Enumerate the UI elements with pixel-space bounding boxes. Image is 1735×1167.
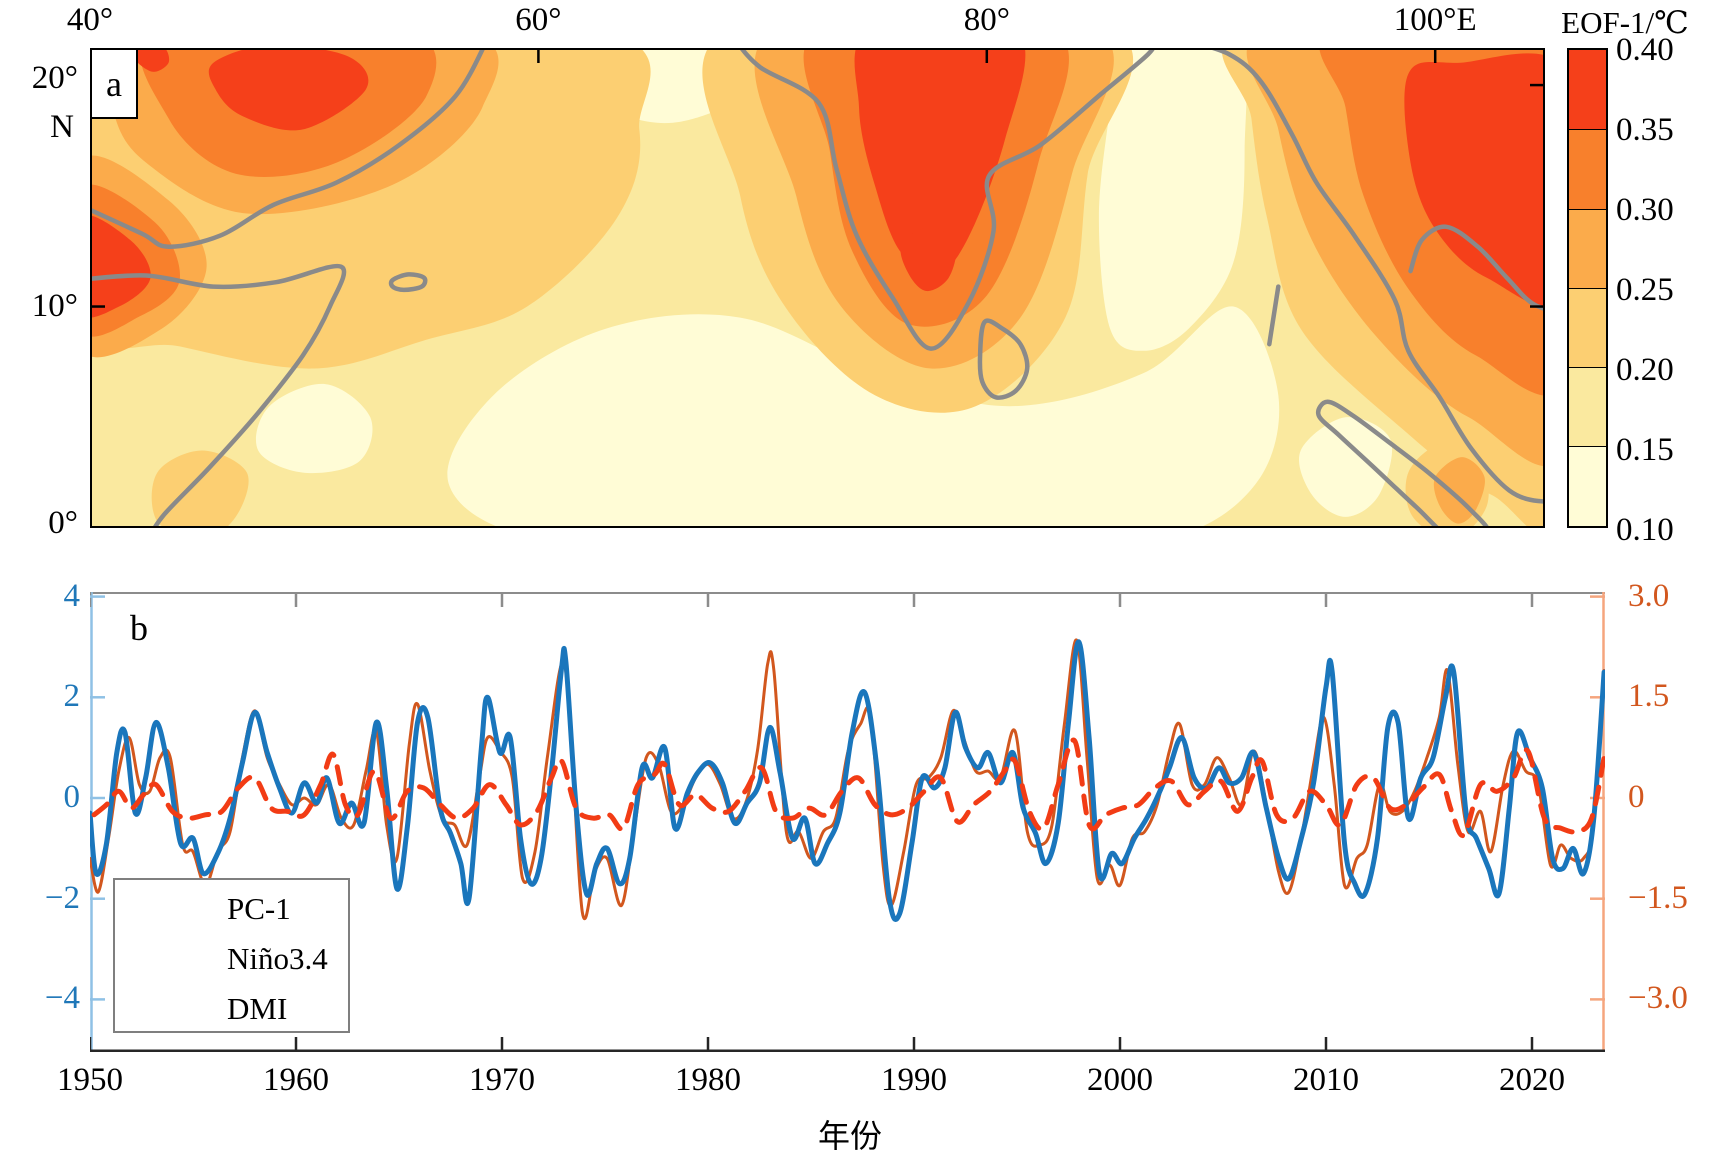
lon-tick-60: 60° (515, 2, 562, 38)
lon-tick-80: 80° (963, 2, 1010, 38)
x-tick-2010: 2010 (1293, 1062, 1359, 1098)
right-tick-−1.5: −1.5 (1628, 879, 1688, 916)
colorbar-tick-0.15: 0.15 (1616, 432, 1674, 468)
timeseries-panel (90, 592, 1605, 1052)
colorbar-tick-0.20: 0.20 (1616, 352, 1674, 388)
colorbar-band-3 (1569, 287, 1606, 368)
legend-box: PC-1 Niño3.4 DMI (113, 878, 350, 1033)
left-tick-−4: −4 (44, 980, 80, 1017)
right-tick-3.0: 3.0 (1628, 577, 1670, 614)
legend-label-dmi: DMI (227, 991, 288, 1026)
colorbar (1567, 48, 1608, 528)
lon-tick-100: 100°E (1393, 2, 1477, 38)
colorbar-band-5 (1569, 446, 1606, 526)
x-tick-1990: 1990 (881, 1062, 947, 1098)
right-tick-0: 0 (1628, 779, 1645, 815)
colorbar-band-2 (1569, 208, 1606, 288)
left-tick-2: 2 (63, 678, 81, 715)
left-tick-−2: −2 (44, 879, 80, 916)
colorbar-band-1 (1569, 129, 1606, 209)
legend-label-nino: Niño3.4 (227, 941, 328, 976)
series-dmi (91, 737, 1605, 839)
legend-entry-nino: Niño3.4 (115, 934, 348, 984)
legend-entry-dmi: DMI (115, 984, 348, 1034)
lon-tick-40: 40° (66, 2, 114, 38)
colorbar-band-4 (1569, 367, 1606, 447)
lat-tick-0: 0° (48, 505, 78, 541)
right-tick-1.5: 1.5 (1628, 678, 1670, 715)
legend-label-pc1: PC-1 (227, 891, 291, 926)
series-pc1 (90, 639, 1605, 922)
x-tick-1980: 1980 (675, 1062, 741, 1098)
colorbar-band-0 (1569, 50, 1606, 130)
x-tick-2020: 2020 (1499, 1062, 1565, 1098)
x-tick-2000: 2000 (1087, 1062, 1153, 1098)
x-tick-1950: 1950 (57, 1062, 123, 1098)
x-tick-1960: 1960 (263, 1062, 329, 1098)
colorbar-tick-0.40: 0.40 (1616, 32, 1674, 68)
colorbar-tick-0.25: 0.25 (1616, 272, 1674, 308)
left-tick-4: 4 (63, 577, 81, 614)
colorbar-tick-0.30: 0.30 (1616, 192, 1674, 228)
lat-tick-20: 20° (31, 60, 78, 96)
x-tick-1970: 1970 (469, 1062, 535, 1098)
legend-entry-pc1: PC-1 (115, 884, 348, 934)
panel-a-label: a (90, 48, 138, 119)
lat-tick-10: 10° (31, 288, 78, 324)
colorbar-tick-0.35: 0.35 (1616, 112, 1674, 148)
right-tick-−3.0: −3.0 (1628, 980, 1688, 1017)
x-axis-title: 年份 (817, 1118, 882, 1154)
left-tick-0: 0 (63, 779, 81, 815)
lat-suffix-N: N (50, 109, 74, 145)
colorbar-tick-0.10: 0.10 (1616, 512, 1674, 548)
panel-b-label: b (130, 608, 148, 648)
colorbar-title: EOF-1/℃ (1561, 5, 1689, 40)
map-panel (90, 48, 1545, 528)
